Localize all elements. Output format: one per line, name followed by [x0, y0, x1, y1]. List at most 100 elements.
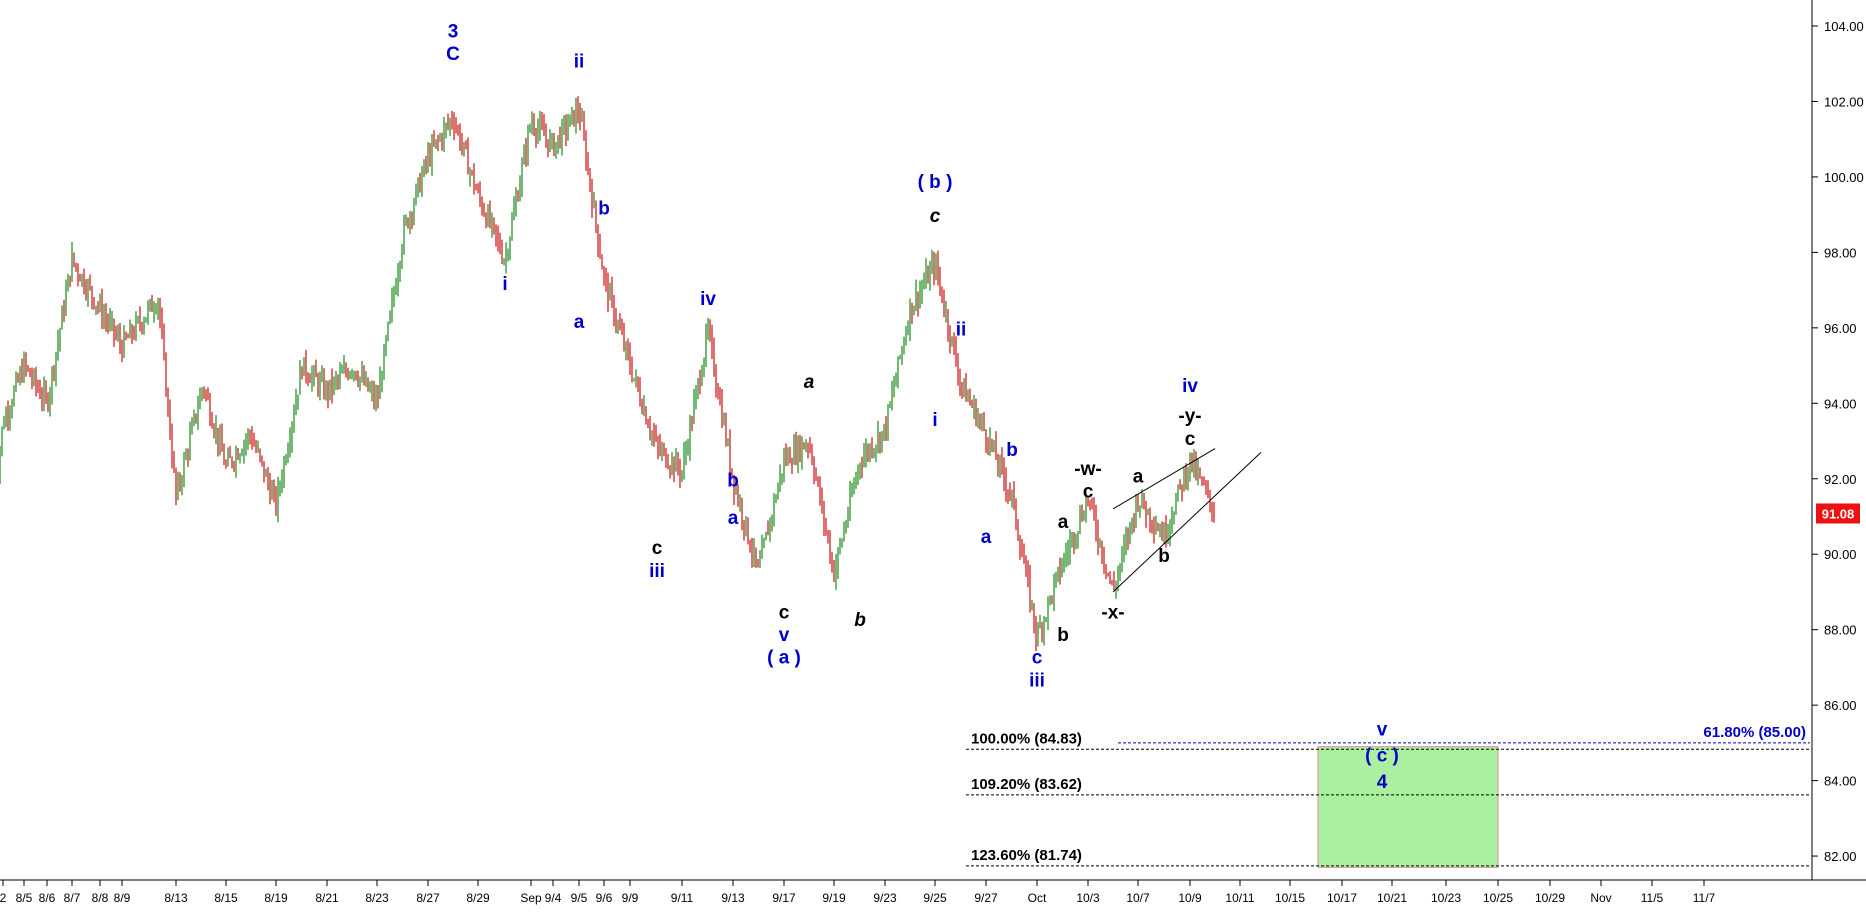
wave-label: b [1057, 625, 1069, 646]
fib-label: 61.80% (85.00) [1703, 724, 1806, 741]
y-tick-label: 88.00 [1824, 623, 1857, 638]
x-tick-label: 8/5 [16, 891, 33, 905]
x-tick-label: 8/29 [466, 891, 490, 905]
x-tick-label: 9/9 [622, 891, 639, 905]
wave-label: ii [956, 319, 967, 340]
wave-label: c [652, 538, 663, 559]
x-tick-label: 9/17 [772, 891, 796, 905]
x-tick-label: 9/5 [571, 891, 588, 905]
wave-label: iv [1182, 376, 1198, 397]
wave-label: -w- [1074, 459, 1101, 480]
x-tick-label: 8/15 [214, 891, 238, 905]
wave-label: a [981, 527, 992, 548]
wave-label: -y- [1178, 406, 1201, 427]
wave-label: a [804, 372, 815, 393]
x-tick-label: 2 [0, 891, 7, 905]
x-tick-label: 9/25 [923, 891, 947, 905]
x-tick-label: 10/11 [1225, 891, 1254, 905]
y-tick-label: 86.00 [1824, 698, 1857, 713]
last-price-flag [1816, 503, 1860, 524]
channel-line [1112, 451, 1262, 593]
x-tick-label: 11/5 [1641, 891, 1664, 905]
wave-label: b [598, 199, 610, 220]
wave-label: iv [700, 289, 716, 310]
wave-label: b [854, 610, 866, 631]
target-zone-layer [1317, 746, 1499, 868]
wave-label: i [502, 274, 507, 295]
x-tick-label: 9/13 [721, 891, 745, 905]
wave-label: iii [649, 561, 665, 582]
x-tick-label: 9/4 [545, 891, 562, 905]
wave-label: iii [1029, 670, 1045, 691]
x-tick-label: 9/11 [671, 891, 694, 905]
x-tick-label: 10/21 [1377, 891, 1407, 905]
x-tick-label: 9/6 [596, 891, 613, 905]
wave-label: i [932, 410, 937, 431]
x-tick-label: 10/17 [1327, 891, 1357, 905]
y-tick-label: 90.00 [1824, 547, 1857, 562]
wave-label: ( b ) [918, 172, 953, 193]
fib-label: 100.00% (84.83) [971, 730, 1082, 747]
y-tick-label: 94.00 [1824, 396, 1857, 411]
x-tick-label: 10/9 [1178, 891, 1202, 905]
x-tick-label: Sep [520, 891, 542, 905]
wave-label: a [728, 508, 739, 529]
x-tick-label: 10/3 [1076, 891, 1100, 905]
wave-label: a [1058, 512, 1069, 533]
wave-label: ( c ) [1365, 746, 1399, 767]
wave-label: c [1032, 648, 1043, 669]
y-tick-label: 102.00 [1824, 94, 1864, 109]
x-tick-label: 9/23 [873, 891, 897, 905]
wave-label: c [779, 602, 790, 623]
x-tick-label: 8/9 [114, 891, 131, 905]
wave-label: a [574, 312, 585, 333]
fib-label: 123.60% (81.74) [971, 847, 1082, 864]
x-tick-label: 11/7 [1693, 891, 1716, 905]
y-tick-label: 92.00 [1824, 472, 1857, 487]
x-tick-label: 10/29 [1535, 891, 1565, 905]
wave-label: b [1158, 546, 1170, 567]
y-tick-label: 96.00 [1824, 321, 1857, 336]
x-tick-label: 10/15 [1275, 891, 1305, 905]
x-tick-label: 10/25 [1483, 891, 1513, 905]
fibonacci-levels-layer: 100.00% (84.83) 109.20% (83.62) 123.60% (8… [966, 724, 1810, 867]
wave-label: b [1006, 440, 1018, 461]
price-bars-layer [0, 96, 1215, 651]
y-tick-label: 104.00 [1824, 19, 1864, 34]
wave-label: v [779, 625, 790, 646]
x-tick-label: 10/7 [1126, 891, 1150, 905]
x-tick-label: 8/6 [39, 891, 56, 905]
channel-lines-layer [1112, 448, 1262, 593]
x-tick-label: 8/19 [264, 891, 288, 905]
y-tick-label: 82.00 [1824, 849, 1857, 864]
wave-label: c [930, 206, 941, 227]
x-tick-label: 9/19 [822, 891, 846, 905]
channel-line [1112, 448, 1216, 510]
wave-label: c [1185, 429, 1196, 450]
wave-label: 3 [448, 21, 459, 42]
wave-label: b [727, 470, 739, 491]
wave-label: c [1083, 482, 1094, 503]
wave-label: ( a ) [767, 648, 801, 669]
x-tick-label: 8/27 [416, 891, 440, 905]
x-tick-label: 8/8 [92, 891, 109, 905]
x-tick-label: Oct [1028, 891, 1047, 905]
x-tick-label: 10/23 [1431, 891, 1461, 905]
x-tick-label: 9/27 [974, 891, 998, 905]
y-tick-label: 100.00 [1824, 170, 1864, 185]
wave-label: C [446, 44, 460, 65]
wave-label: v [1377, 719, 1388, 740]
target-zone-box [1317, 746, 1499, 868]
y-tick-label: 98.00 [1824, 245, 1857, 260]
x-tick-label: 8/21 [315, 891, 339, 905]
last-price-label: 91.08 [1822, 506, 1855, 521]
x-tick-label: 8/7 [64, 891, 81, 905]
wave-label: a [1133, 467, 1144, 488]
x-tick-label: 8/23 [365, 891, 389, 905]
wave-label: -x- [1101, 602, 1124, 623]
y-tick-label: 84.00 [1824, 774, 1857, 789]
